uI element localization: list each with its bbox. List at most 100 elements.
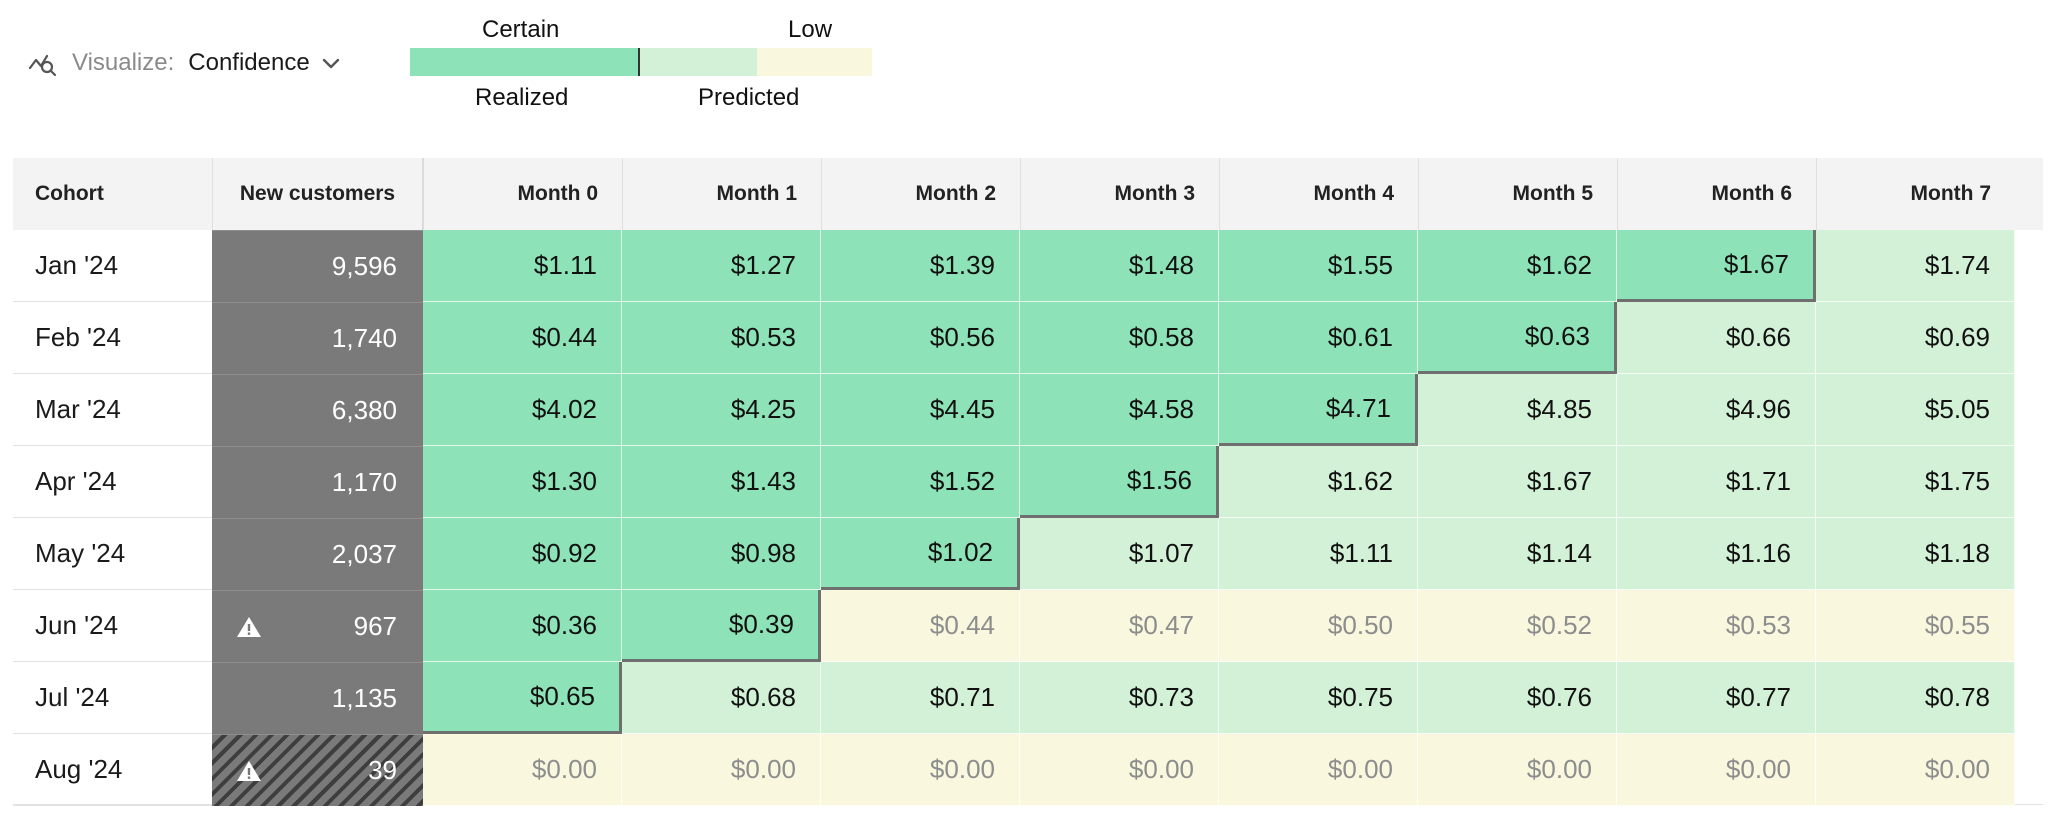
- ltv-cell-month-1[interactable]: $0.39: [622, 590, 821, 662]
- ltv-cell-month-4[interactable]: $1.62: [1219, 446, 1418, 518]
- ltv-cell-month-5[interactable]: $1.62: [1418, 230, 1617, 302]
- cohort-label: May '24: [13, 518, 212, 590]
- warning-icon[interactable]: [236, 759, 262, 783]
- cohort-label: Jan '24: [13, 230, 212, 302]
- column-header-month-3[interactable]: Month 3: [1114, 182, 1195, 205]
- ltv-cell-month-7[interactable]: $0.00: [1816, 734, 2015, 806]
- column-header-month-0[interactable]: Month 0: [517, 182, 598, 205]
- ltv-cell-month-1[interactable]: $0.00: [622, 734, 821, 806]
- ltv-cell-month-1[interactable]: $0.68: [622, 662, 821, 734]
- legend-predicted-swatch: [640, 48, 757, 76]
- ltv-cell-month-0[interactable]: $0.00: [423, 734, 622, 806]
- ltv-cell-month-0[interactable]: $0.92: [423, 518, 622, 590]
- ltv-cell-month-3[interactable]: $0.47: [1020, 590, 1219, 662]
- ltv-cell-month-3[interactable]: $4.58: [1020, 374, 1219, 446]
- new-customers-cell: 9,596: [212, 230, 423, 302]
- visualize-value: Confidence: [188, 49, 310, 76]
- ltv-cell-month-3[interactable]: $1.07: [1020, 518, 1219, 590]
- ltv-cell-month-1[interactable]: $0.98: [622, 518, 821, 590]
- table-row: Feb '24 1,740 $0.44 $0.53 $0.56 $0.58 $0.61 $0.…: [13, 302, 2043, 374]
- cohort-label: Jun '24: [13, 590, 212, 662]
- table-row: Jul '24 1,135 $0.65 $0.68 $0.71 $0.73 $0.75 $0.…: [13, 662, 2043, 734]
- ltv-cell-month-3[interactable]: $1.56: [1020, 446, 1219, 518]
- column-divider: [1617, 158, 1618, 230]
- cohort-table: Cohort New customers Month 0 Month 1 Month…: [13, 158, 2043, 806]
- new-customers-cell: 1,135: [212, 662, 423, 734]
- legend-realized-swatch: [410, 48, 638, 76]
- ltv-cell-month-6[interactable]: $0.53: [1617, 590, 1816, 662]
- ltv-cell-month-5[interactable]: $4.85: [1418, 374, 1617, 446]
- ltv-cell-month-2[interactable]: $1.52: [821, 446, 1020, 518]
- legend-low-swatch: [757, 48, 872, 76]
- ltv-cell-month-5[interactable]: $0.76: [1418, 662, 1617, 734]
- ltv-cell-month-1[interactable]: $1.27: [622, 230, 821, 302]
- new-customers-value: 6,380: [331, 395, 397, 425]
- ltv-cell-month-0[interactable]: $0.44: [423, 302, 622, 374]
- ltv-cell-month-7[interactable]: $1.74: [1816, 230, 2015, 302]
- ltv-cell-month-2[interactable]: $0.71: [821, 662, 1020, 734]
- ltv-cell-month-4[interactable]: $1.55: [1219, 230, 1418, 302]
- ltv-cell-month-3[interactable]: $0.58: [1020, 302, 1219, 374]
- ltv-cell-month-3[interactable]: $0.00: [1020, 734, 1219, 806]
- ltv-cell-month-7[interactable]: $0.55: [1816, 590, 2015, 662]
- ltv-cell-month-6[interactable]: $0.77: [1617, 662, 1816, 734]
- ltv-cell-month-7[interactable]: $1.18: [1816, 518, 2015, 590]
- new-customers-cell: 1,740: [212, 302, 423, 374]
- ltv-cell-month-2[interactable]: $1.02: [821, 518, 1020, 590]
- visualize-label: Visualize:: [72, 49, 175, 76]
- ltv-cell-month-2[interactable]: $0.56: [821, 302, 1020, 374]
- ltv-cell-month-2[interactable]: $0.00: [821, 734, 1020, 806]
- ltv-cell-month-6[interactable]: $0.00: [1617, 734, 1816, 806]
- cohort-label: Apr '24: [13, 446, 212, 518]
- ltv-cell-month-5[interactable]: $1.67: [1418, 446, 1617, 518]
- ltv-cell-month-4[interactable]: $0.50: [1219, 590, 1418, 662]
- new-customers-cell: 967: [212, 590, 423, 662]
- ltv-cell-month-0[interactable]: $0.65: [423, 662, 622, 734]
- ltv-cell-month-7[interactable]: $5.05: [1816, 374, 2015, 446]
- ltv-cell-month-0[interactable]: $1.30: [423, 446, 622, 518]
- new-customers-value: 1,170: [331, 467, 397, 497]
- ltv-cell-month-2[interactable]: $4.45: [821, 374, 1020, 446]
- ltv-cell-month-2[interactable]: $0.44: [821, 590, 1020, 662]
- ltv-cell-month-5[interactable]: $0.00: [1418, 734, 1617, 806]
- ltv-cell-month-1[interactable]: $4.25: [622, 374, 821, 446]
- column-header-month-4[interactable]: Month 4: [1313, 182, 1394, 205]
- ltv-cell-month-3[interactable]: $0.73: [1020, 662, 1219, 734]
- ltv-cell-month-3[interactable]: $1.48: [1020, 230, 1219, 302]
- ltv-cell-month-7[interactable]: $0.78: [1816, 662, 2015, 734]
- column-header-month-6[interactable]: Month 6: [1711, 182, 1792, 205]
- ltv-cell-month-4[interactable]: $1.11: [1219, 518, 1418, 590]
- new-customers-value: 1,740: [331, 323, 397, 353]
- ltv-cell-month-4[interactable]: $4.71: [1219, 374, 1418, 446]
- ltv-cell-month-2[interactable]: $1.39: [821, 230, 1020, 302]
- chevron-down-icon[interactable]: [320, 52, 342, 74]
- ltv-cell-month-6[interactable]: $0.66: [1617, 302, 1816, 374]
- ltv-cell-month-7[interactable]: $0.69: [1816, 302, 2015, 374]
- ltv-cell-month-6[interactable]: $1.67: [1617, 230, 1816, 302]
- ltv-cell-month-4[interactable]: $0.61: [1219, 302, 1418, 374]
- ltv-cell-month-6[interactable]: $1.71: [1617, 446, 1816, 518]
- ltv-cell-month-4[interactable]: $0.75: [1219, 662, 1418, 734]
- ltv-cell-month-1[interactable]: $1.43: [622, 446, 821, 518]
- ltv-cell-month-5[interactable]: $1.14: [1418, 518, 1617, 590]
- column-header-month-7[interactable]: Month 7: [1910, 182, 1991, 205]
- new-customers-cell: 39: [212, 734, 423, 806]
- ltv-cell-month-6[interactable]: $4.96: [1617, 374, 1816, 446]
- warning-icon[interactable]: [236, 615, 262, 639]
- column-header-month-1[interactable]: Month 1: [716, 182, 797, 205]
- column-header-month-5[interactable]: Month 5: [1512, 182, 1593, 205]
- ltv-cell-month-5[interactable]: $0.52: [1418, 590, 1617, 662]
- ltv-cell-month-6[interactable]: $1.16: [1617, 518, 1816, 590]
- ltv-cell-month-5[interactable]: $0.63: [1418, 302, 1617, 374]
- ltv-cell-month-1[interactable]: $0.53: [622, 302, 821, 374]
- column-header-cohort[interactable]: Cohort: [35, 182, 104, 205]
- ltv-cell-month-0[interactable]: $0.36: [423, 590, 622, 662]
- ltv-cell-month-7[interactable]: $1.75: [1816, 446, 2015, 518]
- table-header-row: Cohort New customers Month 0 Month 1 Month…: [13, 158, 2043, 230]
- column-header-new-customers[interactable]: New customers: [239, 182, 396, 205]
- ltv-cell-month-0[interactable]: $4.02: [423, 374, 622, 446]
- ltv-cell-month-0[interactable]: $1.11: [423, 230, 622, 302]
- ltv-cell-month-4[interactable]: $0.00: [1219, 734, 1418, 806]
- column-header-month-2[interactable]: Month 2: [915, 182, 996, 205]
- visualize-dropdown[interactable]: Confidence: [188, 49, 341, 77]
